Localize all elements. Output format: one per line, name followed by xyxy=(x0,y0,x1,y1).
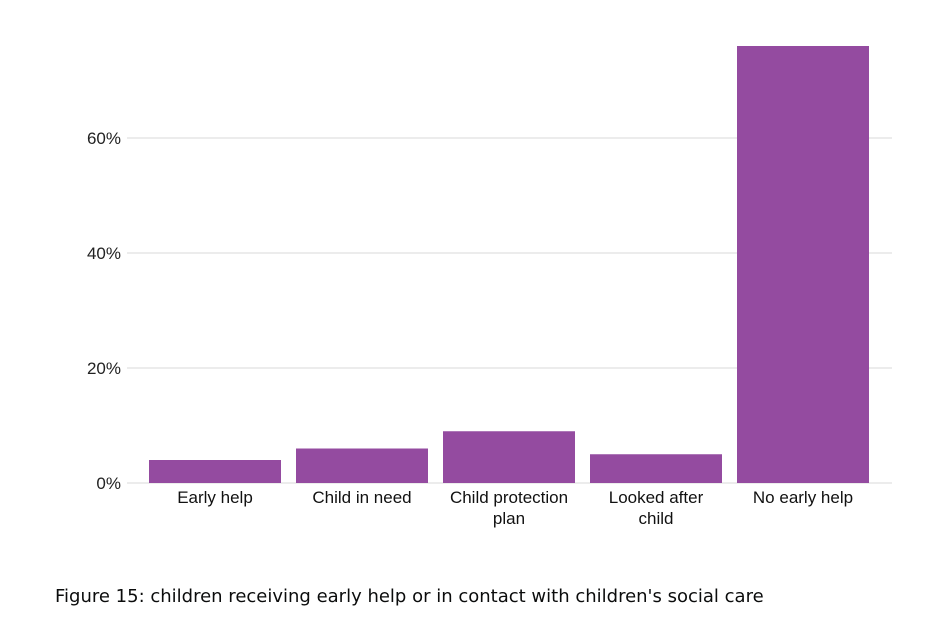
x-category-label: Child in need xyxy=(312,488,411,507)
y-tick-label: 60% xyxy=(87,129,121,148)
x-axis-category-labels: Early help Child in need Child protection p… xyxy=(177,488,853,528)
bar xyxy=(443,431,575,483)
x-category-label: Child protection plan xyxy=(450,488,568,528)
bars xyxy=(149,46,869,483)
x-category-label-line: Looked after xyxy=(609,488,704,507)
bar xyxy=(590,454,722,483)
y-tick-label: 40% xyxy=(87,244,121,263)
bar xyxy=(149,460,281,483)
x-category-label: No early help xyxy=(753,488,853,507)
x-category-label: Early help xyxy=(177,488,253,507)
x-category-label-line: No early help xyxy=(753,488,853,507)
bar xyxy=(737,46,869,483)
y-tick-label: 20% xyxy=(87,359,121,378)
x-category-label-line: child xyxy=(639,509,674,528)
x-category-label-line: Child protection xyxy=(450,488,568,507)
x-category-label-line: Child in need xyxy=(312,488,411,507)
figure-caption: Figure 15: children receiving early help… xyxy=(55,586,764,607)
x-category-label-line: plan xyxy=(493,509,525,528)
bar-chart: 0% 20% 40% 60% Early help Child in need Child… xyxy=(87,46,892,528)
x-category-label-line: Early help xyxy=(177,488,253,507)
y-tick-label: 0% xyxy=(96,474,121,493)
x-category-label: Looked after child xyxy=(609,488,704,528)
bar xyxy=(296,448,428,483)
y-axis-tick-labels: 0% 20% 40% 60% xyxy=(87,129,121,493)
